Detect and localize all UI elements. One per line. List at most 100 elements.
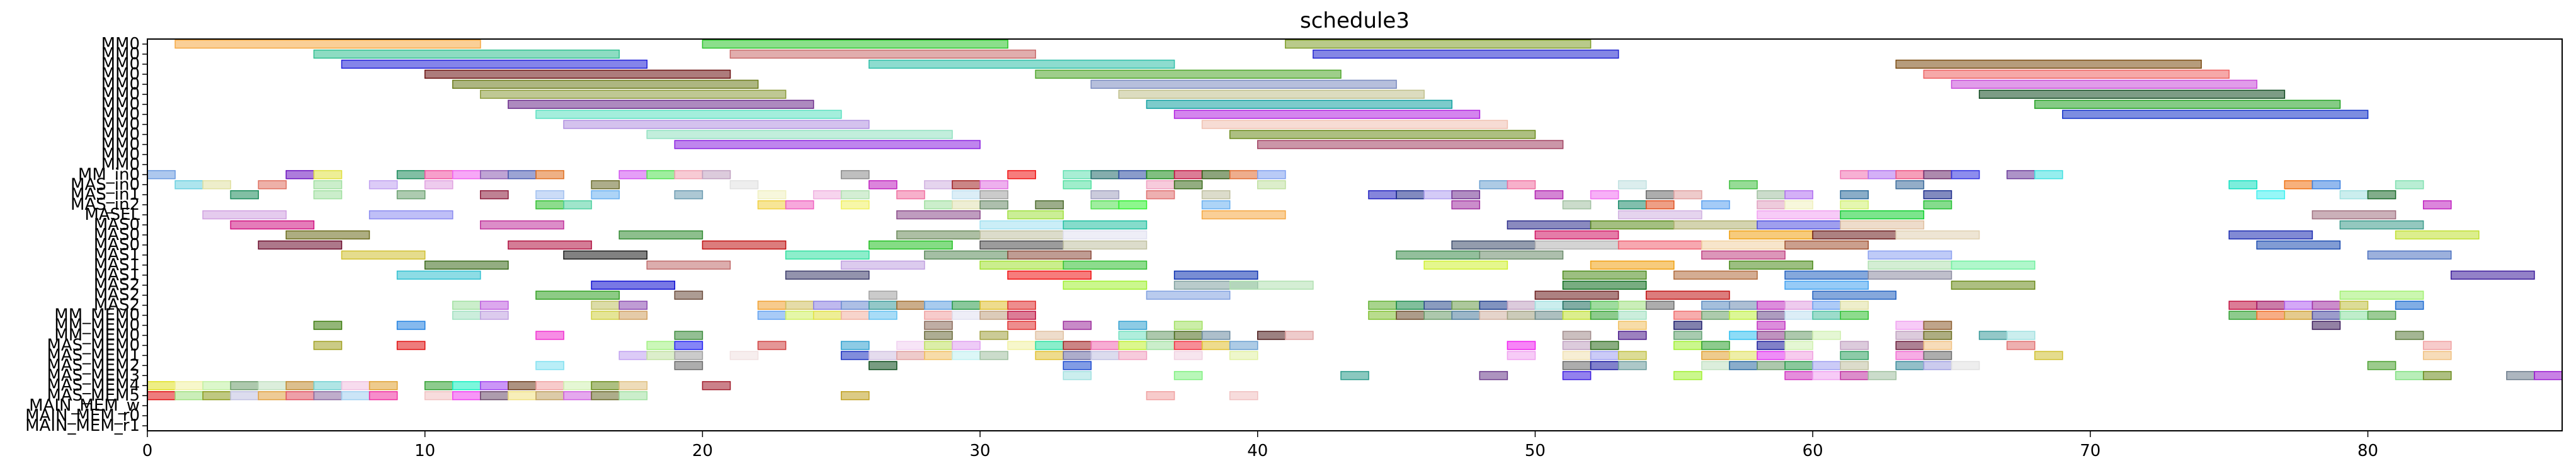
task-bar — [1562, 371, 1592, 380]
task-bar — [1035, 351, 1064, 360]
task-bar — [952, 300, 981, 310]
task-bar — [147, 381, 176, 390]
task-bar — [230, 381, 259, 390]
task-bar — [591, 391, 620, 401]
task-bar — [812, 311, 842, 320]
task-bar — [1257, 331, 1286, 340]
task-bar — [591, 300, 620, 310]
task-bar — [1951, 170, 1980, 180]
task-bar — [1895, 331, 1925, 340]
task-bar — [1867, 260, 1952, 270]
task-bar — [1201, 210, 1286, 220]
task-bar — [1673, 311, 1702, 320]
task-bar — [1562, 200, 1592, 210]
task-bar — [1784, 311, 1813, 320]
y-tick-label: MAS1 — [94, 256, 140, 275]
task-bar — [2284, 180, 2313, 190]
task-bar — [535, 290, 620, 300]
task-bar — [368, 180, 398, 190]
task-bar — [952, 180, 981, 190]
task-bar — [1562, 351, 1592, 360]
y-tick-label: MAS0 — [94, 236, 140, 254]
task-bar — [313, 49, 620, 59]
task-bar — [952, 351, 981, 360]
task-bar — [2256, 240, 2341, 250]
task-bar — [812, 300, 842, 310]
task-bar — [869, 240, 953, 250]
task-bar — [480, 381, 509, 390]
task-bar — [1562, 280, 1647, 290]
task-bar — [2395, 230, 2480, 240]
task-bar — [452, 391, 481, 401]
task-bar — [424, 381, 453, 390]
task-bar — [1090, 341, 1120, 350]
task-bar — [1895, 341, 1925, 350]
task-bar — [702, 39, 1008, 49]
task-bar — [1840, 210, 1925, 220]
task-bar — [313, 180, 343, 190]
task-bar — [1035, 341, 1064, 350]
task-bar — [1867, 170, 1897, 180]
task-bar — [924, 180, 953, 190]
task-bar — [1757, 321, 1786, 330]
task-bar — [1313, 49, 1619, 59]
x-tick-label: 10 — [414, 442, 435, 460]
task-bar — [1063, 361, 1092, 370]
task-bar — [396, 341, 426, 350]
task-bar — [1257, 180, 1286, 190]
x-tick-label: 40 — [1247, 442, 1268, 460]
task-bar — [1951, 79, 2258, 89]
task-bar — [1673, 190, 1702, 200]
y-tick-label: MM0 — [101, 55, 140, 74]
y-tick-label: MAS_in2 — [71, 195, 140, 214]
task-bar — [313, 341, 343, 350]
task-bar — [1867, 270, 1952, 280]
task-bar — [452, 311, 481, 320]
task-bar — [1451, 200, 1481, 210]
task-bar — [702, 381, 731, 390]
task-bar — [313, 190, 343, 200]
task-bar — [1063, 351, 1092, 360]
task-bar — [1063, 260, 1148, 270]
task-bar — [2311, 300, 2341, 310]
task-bar — [618, 311, 648, 320]
task-bar — [702, 240, 787, 250]
y-tick-label: MM_MEM0 — [54, 316, 140, 335]
task-bar — [840, 391, 870, 401]
task-bar — [1784, 200, 1813, 210]
task-bar — [1923, 190, 1952, 200]
task-bar — [1146, 391, 1175, 401]
task-bar — [1951, 280, 2036, 290]
task-bar — [1617, 300, 1647, 310]
task-bar — [368, 381, 398, 390]
task-bar — [757, 200, 787, 210]
task-bar — [1729, 230, 1813, 240]
task-bar — [174, 381, 203, 390]
task-bar — [1368, 311, 1397, 320]
task-bar — [230, 190, 259, 200]
task-bar — [535, 110, 842, 119]
task-bar — [1173, 321, 1203, 330]
task-bar — [869, 361, 898, 370]
task-bar — [1784, 341, 1813, 350]
task-bar — [2395, 180, 2424, 190]
x-ticks: 0 10 20 30 40 50 60 70 80 — [142, 431, 2378, 460]
task-bar — [646, 170, 676, 180]
task-bar — [1146, 100, 1453, 109]
y-tick-label: MAS_in1 — [71, 185, 140, 204]
task-bar — [1534, 240, 1619, 250]
task-bar — [869, 300, 898, 310]
task-bar — [1784, 300, 1813, 310]
task-bar — [1146, 341, 1175, 350]
task-bar — [1701, 311, 1730, 320]
task-bar — [2228, 230, 2313, 240]
y-tick-label: MAS2 — [94, 276, 140, 295]
task-bar — [174, 180, 203, 190]
task-bar — [840, 311, 870, 320]
task-bar — [1951, 361, 1980, 370]
task-bar — [1895, 170, 1925, 180]
task-bar — [1812, 371, 1841, 380]
y-tick-label: MM0 — [101, 85, 140, 104]
task-bar — [1673, 220, 1758, 230]
